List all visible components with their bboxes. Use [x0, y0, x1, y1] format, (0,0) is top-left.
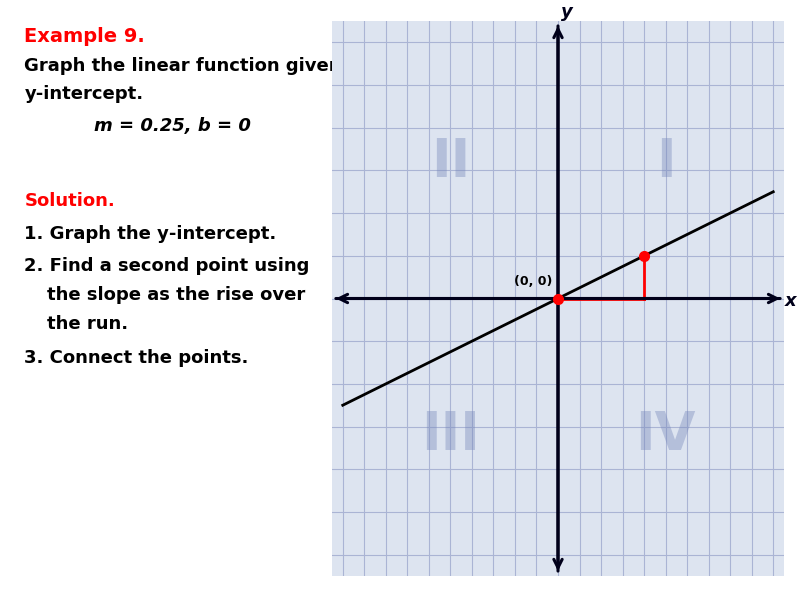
Text: 3. Connect the points.: 3. Connect the points. [25, 349, 249, 367]
Text: y-intercept.: y-intercept. [25, 85, 143, 103]
Text: x: x [785, 292, 797, 310]
Text: Solution.: Solution. [25, 192, 115, 210]
Text: Example 9.: Example 9. [25, 27, 145, 46]
Text: the slope as the rise over: the slope as the rise over [47, 286, 306, 304]
Text: (0, 0): (0, 0) [514, 275, 553, 288]
Text: 2. Find a second point using: 2. Find a second point using [25, 257, 310, 275]
Text: m = 0.25, b = 0: m = 0.25, b = 0 [94, 117, 250, 135]
Text: 1. Graph the y-intercept.: 1. Graph the y-intercept. [25, 225, 277, 243]
Text: the run.: the run. [47, 315, 129, 333]
Text: II: II [430, 136, 470, 188]
Text: y: y [562, 3, 573, 21]
Text: III: III [421, 409, 480, 461]
Text: Graph the linear function given the following slope and: Graph the linear function given the foll… [25, 57, 585, 75]
Text: I: I [656, 136, 675, 188]
Text: IV: IV [635, 409, 696, 461]
